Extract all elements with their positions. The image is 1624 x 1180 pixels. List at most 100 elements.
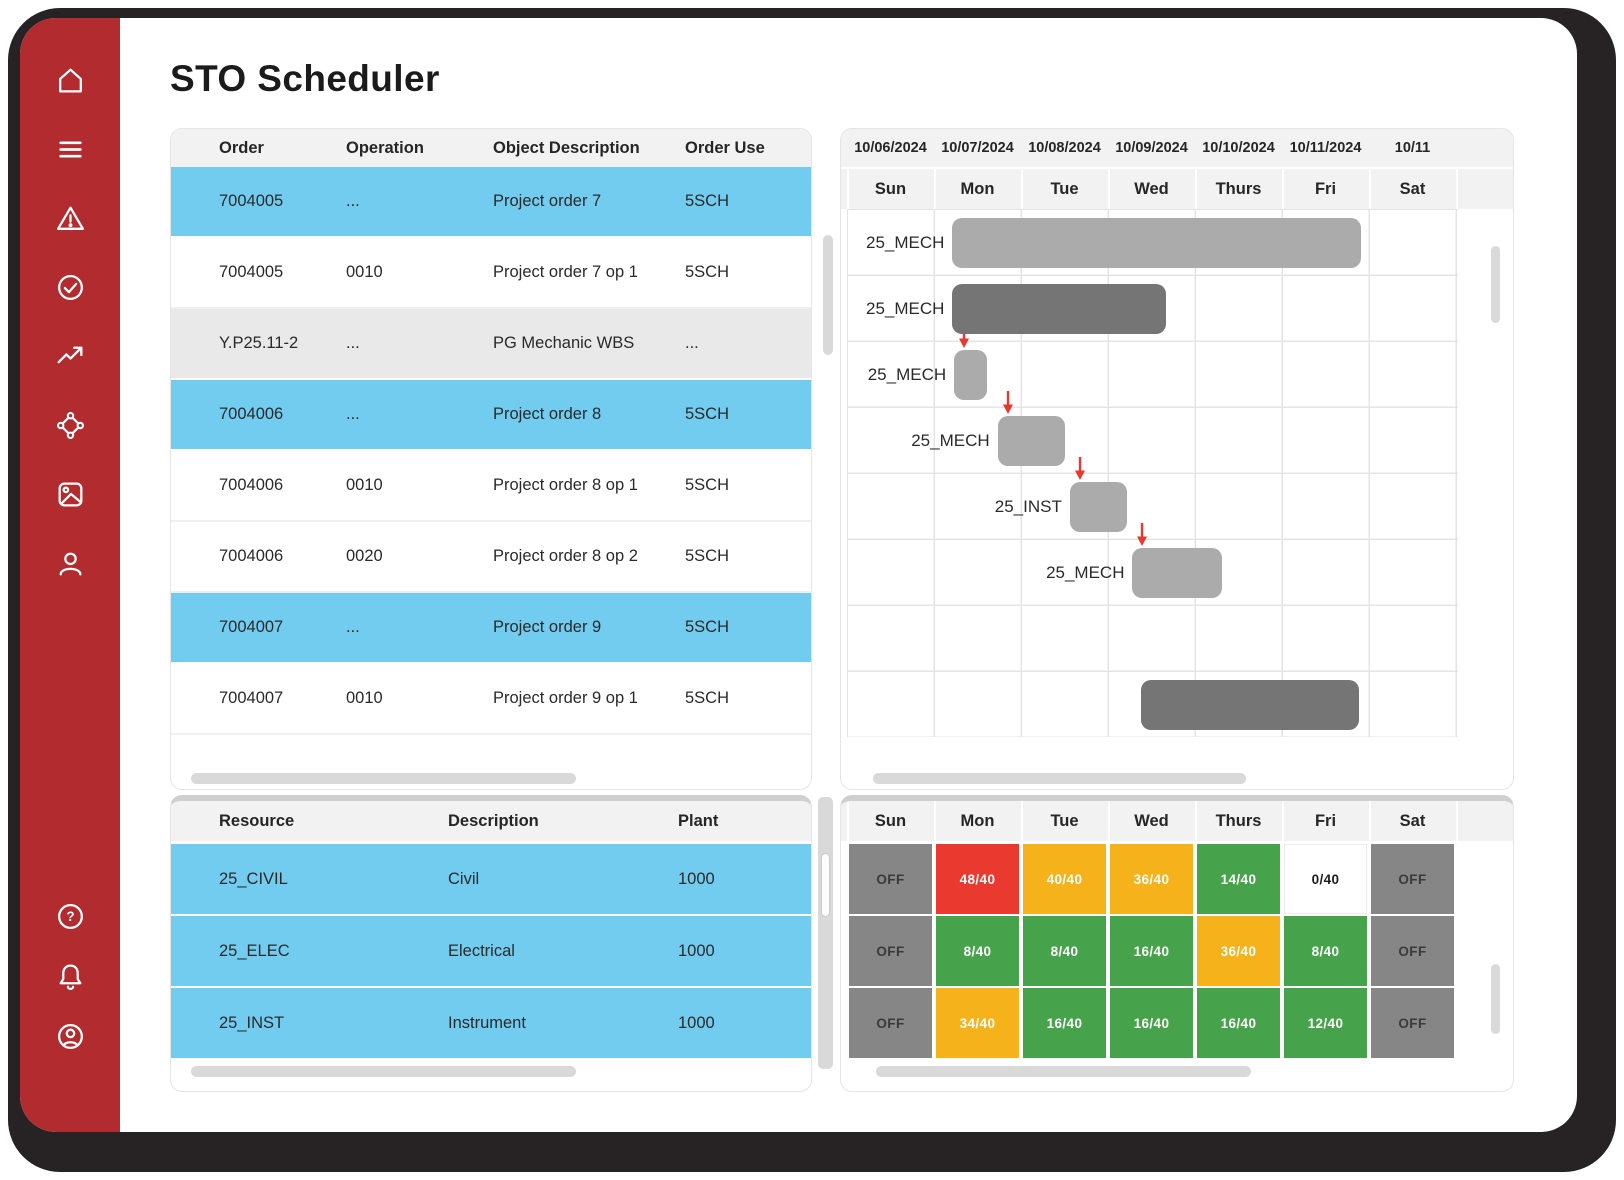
order-table-row[interactable]: 7004006 0020 Project order 8 op 2 5SCH (171, 522, 811, 593)
gantt-date-label: 10/08/2024 (1028, 140, 1101, 156)
order-table-row[interactable]: 7004007 0010 Project order 9 op 1 5SCH (171, 664, 811, 735)
order-table-cell: 7004006 (219, 547, 284, 565)
help-icon[interactable]: ? (54, 900, 87, 933)
capacity-cell: OFF (849, 988, 932, 1058)
order-table-cell: 7004006 (219, 476, 284, 494)
home-icon[interactable] (54, 64, 87, 97)
capacity-vertical-scrollbar[interactable] (1491, 964, 1500, 1034)
order-table-cell: ... (685, 334, 699, 352)
order-table-row[interactable]: 7004005... Project order 7 5SCH (171, 167, 811, 238)
order-table-cell: Project order 7 (493, 192, 602, 210)
resource-table-row[interactable]: 25_INST Instrument 1000 (171, 988, 811, 1058)
order-table-cell: Project order 8 op 2 (493, 547, 638, 565)
order-table-cell: 7004005 (219, 192, 284, 210)
gantt-bar[interactable] (1132, 548, 1223, 598)
resource-table-cell: 25_INST (219, 1013, 285, 1032)
gantt-vertical-scrollbar[interactable] (1491, 246, 1500, 323)
capacity-cell: OFF (849, 916, 932, 986)
gantt-bar-label: 25_MECH (911, 431, 990, 450)
gantt-panel: 10/06/2024 10/07/2024 10/08/2024 10/09/2024… (840, 128, 1514, 790)
gantt-day-label: Mon (934, 169, 1021, 209)
order-table-cell: 5SCH (685, 618, 730, 636)
order-table-cell: 0020 (346, 547, 383, 565)
user-icon[interactable] (54, 547, 87, 580)
menu-icon[interactable] (54, 133, 87, 166)
order-table-cell: ... (346, 334, 360, 352)
gantt-dates: 10/06/2024 10/07/2024 10/08/2024 10/09/2024… (841, 129, 1513, 167)
orders-panel: Order Operation Object Description Order… (170, 128, 812, 790)
order-table-cell: Project order 7 op 1 (493, 263, 638, 281)
resource-table-row[interactable]: 25_ELEC Electrical 1000 (171, 916, 811, 986)
gantt-horizontal-scrollbar[interactable] (873, 773, 1246, 784)
gantt-bar[interactable] (954, 350, 988, 400)
resource-table-cell: Instrument (448, 1013, 526, 1032)
resource-table-row[interactable]: 25_CIVIL Civil 1000 (171, 844, 811, 914)
resources-panel: Resource Description Plant 25_CIVIL Civil… (170, 795, 812, 1092)
capacity-day-label: Mon (934, 801, 1021, 841)
gantt-day-label: Tue (1021, 169, 1108, 209)
dependency-arrow-icon (1001, 391, 1015, 415)
gantt-bar[interactable] (1141, 680, 1359, 730)
gantt-bar[interactable] (952, 284, 1166, 334)
order-table-cell: Project order 8 (493, 405, 602, 423)
order-table-row[interactable]: 7004005 0010 Project order 7 op 1 5SCH (171, 238, 811, 309)
capacity-cell: 12/40 (1284, 988, 1367, 1058)
column-header-order: Order (219, 138, 264, 157)
resources-vertical-scrollbar[interactable] (821, 853, 830, 917)
gantt-bar-label: 25_MECH (867, 365, 947, 384)
gantt-day-label: Fri (1282, 169, 1369, 209)
capacity-horizontal-scrollbar[interactable] (876, 1066, 1251, 1077)
check-circle-icon[interactable] (54, 271, 87, 304)
capacity-panel: Sun Mon Tue Wed Thurs Fri Sat OFF 48/40 40/40 36/… (840, 795, 1514, 1092)
column-header-description: Object Description (493, 138, 640, 157)
gantt-date-label: 10/11 (1394, 140, 1431, 156)
order-table-row[interactable]: Y.P25.11-2... PG Mechanic WBS... (171, 309, 811, 380)
order-table-cell: Project order 8 op 1 (493, 476, 638, 494)
orders-horizontal-scrollbar[interactable] (191, 773, 576, 784)
order-table-row[interactable]: 7004007... Project order 9 5SCH (171, 593, 811, 664)
capacity-cell: 34/40 (936, 988, 1019, 1058)
alert-icon[interactable] (54, 202, 87, 235)
capacity-cell: 36/40 (1197, 916, 1280, 986)
account-icon[interactable] (54, 1020, 87, 1053)
resources-horizontal-scrollbar[interactable] (191, 1066, 576, 1077)
order-table-row[interactable]: 7004006 0010 Project order 8 op 1 5SCH (171, 451, 811, 522)
resource-table-cell: 1000 (678, 941, 715, 960)
order-table-cell: 5SCH (685, 547, 730, 565)
notifications-icon[interactable] (54, 960, 87, 993)
orders-header: Order Operation Object Description Order… (171, 129, 811, 167)
order-table-cell: PG Mechanic WBS (493, 334, 635, 352)
column-header-resource: Resource (219, 811, 295, 830)
gantt-bar[interactable] (952, 218, 1362, 268)
order-table-cell: Y.P25.11-2 (219, 334, 299, 352)
resources-header: Resource Description Plant (171, 801, 811, 841)
capacity-cell: OFF (1371, 916, 1454, 986)
column-header-plant: Plant (678, 811, 719, 830)
hub-icon[interactable] (54, 409, 87, 442)
resource-table-cell: Civil (448, 869, 480, 888)
gantt-day-label: Sat (1369, 169, 1456, 209)
gantt-bar-label: 25_MECH (865, 233, 945, 252)
gantt-bar[interactable] (1069, 482, 1128, 532)
gantt-bar[interactable] (997, 416, 1066, 466)
orders-vertical-scrollbar[interactable] (823, 235, 833, 355)
capacity-cell: 16/40 (1197, 988, 1280, 1058)
order-table-cell: 7004007 (219, 618, 284, 636)
trending-up-icon[interactable] (54, 340, 87, 373)
image-icon[interactable] (54, 478, 87, 511)
capacity-cell: 0/40 (1284, 844, 1367, 914)
capacity-cell: 16/40 (1110, 988, 1193, 1058)
order-table-cell: 0010 (346, 263, 383, 281)
dependency-arrow-icon (1073, 457, 1087, 481)
order-table-cell: 5SCH (685, 263, 730, 281)
capacity-cell: 14/40 (1197, 844, 1280, 914)
resource-table-cell: 1000 (678, 1013, 715, 1032)
order-table-row[interactable]: 7004006... Project order 8 5SCH (171, 380, 811, 451)
capacity-cell: 8/40 (1284, 916, 1367, 986)
gantt-bar-label: 25_MECH (865, 299, 945, 318)
gantt-date-label: 10/11/2024 (1289, 140, 1362, 156)
resource-table-cell: 25_CIVIL (219, 869, 288, 888)
gantt-day-label: Thurs (1195, 169, 1282, 209)
capacity-cell: OFF (1371, 988, 1454, 1058)
app-window: ? STO Scheduler Order Operation Object D… (20, 18, 1577, 1132)
